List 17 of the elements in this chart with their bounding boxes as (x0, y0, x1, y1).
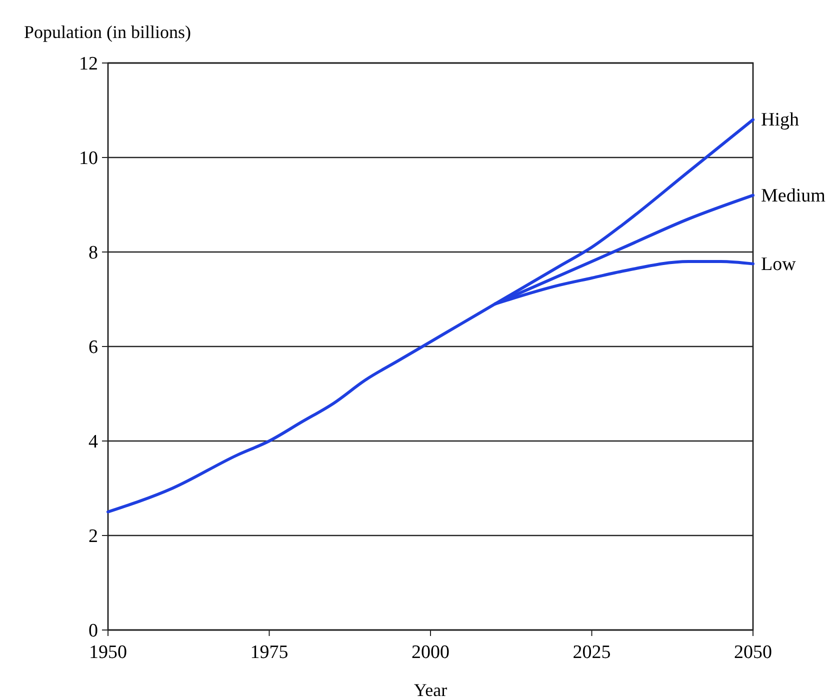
y-tick-label: 12 (79, 54, 98, 75)
y-tick-label: 2 (88, 526, 98, 548)
x-axis-title: Year (414, 680, 448, 700)
series-label: High (761, 110, 800, 131)
x-tick-label: 1950 (89, 642, 127, 663)
x-tick-label: 2000 (412, 642, 450, 663)
x-tick-label: 2050 (734, 642, 772, 663)
x-tick-label: 2025 (572, 642, 611, 663)
y-tick-label: 4 (88, 432, 98, 453)
y-tick-label: 10 (79, 148, 98, 170)
series-label: Medium (761, 185, 826, 206)
y-tick-label: 0 (88, 620, 98, 642)
y-tick-label: 8 (88, 242, 98, 264)
x-tick-label: 1975 (250, 642, 288, 663)
series-label: Low (761, 254, 796, 275)
y-tick-label: 6 (88, 337, 98, 358)
y-axis-title: Population (in billions) (24, 22, 192, 42)
